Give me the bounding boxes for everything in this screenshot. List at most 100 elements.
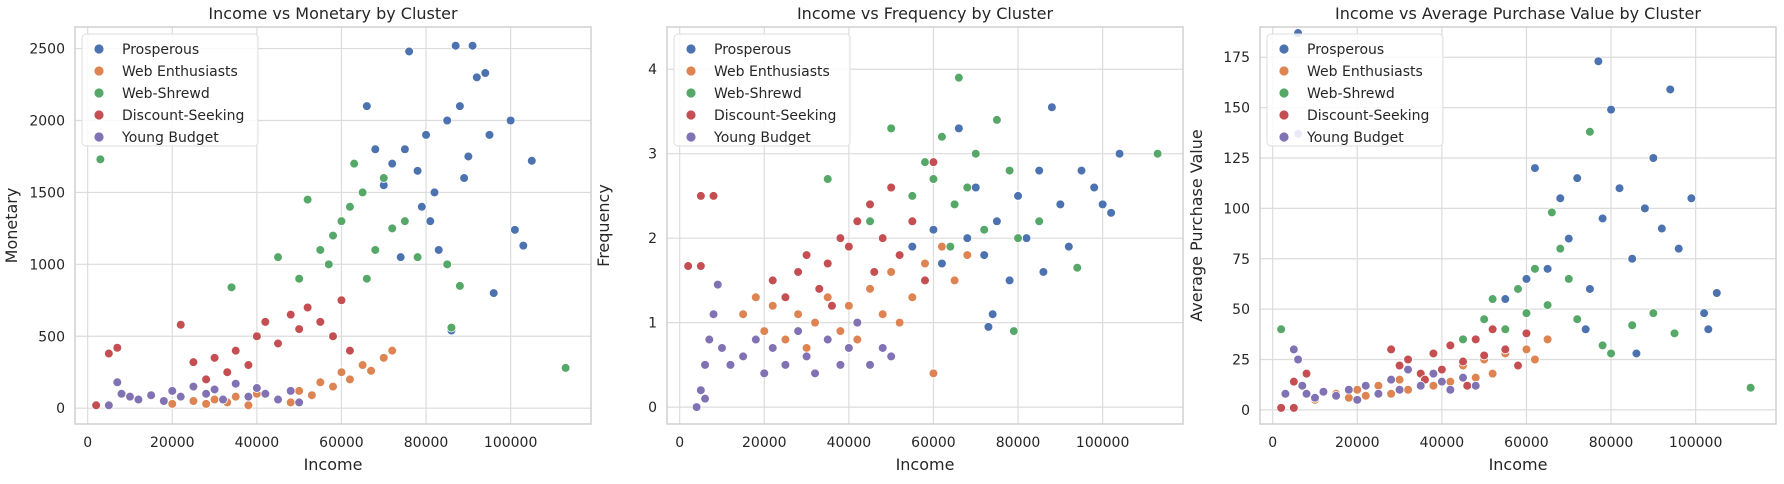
- data-point: [285, 309, 296, 320]
- data-point: [1470, 380, 1481, 391]
- data-point: [894, 250, 905, 260]
- data-point: [1386, 374, 1396, 385]
- data-point: [1386, 344, 1396, 355]
- data-point: [793, 309, 803, 319]
- data-point: [1458, 334, 1468, 345]
- legend-marker: [93, 65, 105, 77]
- data-point: [404, 46, 414, 57]
- data-point: [970, 148, 981, 159]
- y-axis-label: Frequency: [594, 184, 613, 267]
- data-point: [1021, 233, 1032, 243]
- data-point: [459, 173, 469, 183]
- data-point: [1352, 384, 1363, 395]
- y-tick-label: 0: [56, 401, 65, 417]
- series-young-budget: [1280, 129, 1481, 405]
- data-point: [949, 275, 960, 286]
- data-point: [328, 331, 338, 342]
- data-point: [252, 383, 262, 393]
- data-point: [937, 258, 947, 269]
- data-point: [696, 385, 706, 396]
- data-point: [336, 216, 347, 226]
- data-point: [987, 309, 998, 319]
- y-tick-label: 100: [1223, 201, 1250, 217]
- x-tick-label: 100000: [1076, 435, 1129, 451]
- data-point: [717, 343, 727, 353]
- data-point: [1521, 344, 1532, 355]
- data-point: [1428, 380, 1439, 391]
- data-point: [1437, 376, 1447, 387]
- data-point: [285, 397, 296, 408]
- data-point: [1593, 56, 1604, 67]
- data-point: [417, 202, 427, 212]
- legend-marker: [685, 65, 697, 77]
- data-point: [1106, 208, 1116, 218]
- data-point: [273, 338, 283, 349]
- data-point: [218, 394, 228, 405]
- data-point: [907, 241, 918, 252]
- data-point: [201, 399, 211, 409]
- data-point: [1428, 348, 1439, 359]
- data-point: [937, 241, 947, 252]
- data-point: [1276, 403, 1286, 413]
- y-tick-label: 2500: [29, 42, 65, 58]
- y-tick-label: 50: [1232, 302, 1250, 318]
- data-point: [357, 360, 368, 370]
- data-point: [400, 144, 410, 155]
- data-point: [480, 68, 491, 78]
- data-point: [979, 250, 990, 260]
- data-point: [979, 224, 990, 235]
- y-tick-label: 125: [1223, 151, 1250, 167]
- legend-marker: [93, 87, 105, 99]
- y-tick-label: 2000: [29, 113, 65, 129]
- data-point: [159, 396, 169, 406]
- data-point: [328, 230, 338, 241]
- data-point: [1280, 388, 1291, 399]
- data-point: [1034, 216, 1044, 227]
- data-point: [1711, 288, 1722, 298]
- data-point: [1009, 326, 1019, 336]
- data-point: [945, 241, 956, 252]
- data-point: [1360, 390, 1371, 401]
- data-point: [484, 130, 495, 140]
- data-point: [780, 292, 791, 303]
- data-point: [116, 388, 127, 399]
- data-point: [886, 123, 896, 134]
- data-point: [463, 151, 474, 162]
- data-point: [1386, 388, 1396, 399]
- data-point: [323, 259, 334, 270]
- data-point: [937, 132, 947, 142]
- data-point: [1669, 328, 1680, 339]
- legend-marker: [685, 109, 697, 121]
- y-tick-label: 4: [648, 62, 657, 78]
- data-point: [1703, 324, 1714, 335]
- x-tick-label: 40000: [1420, 435, 1465, 451]
- data-point: [526, 155, 537, 166]
- data-point: [827, 300, 837, 311]
- data-point: [877, 343, 888, 353]
- data-point: [691, 402, 702, 412]
- series-web-shrewd: [95, 154, 571, 373]
- data-point: [1293, 354, 1303, 365]
- data-point: [1373, 388, 1384, 399]
- y-tick-label: 150: [1223, 101, 1250, 117]
- data-point: [1445, 340, 1456, 351]
- legend-label: Web Enthusiasts: [714, 64, 830, 80]
- data-point: [387, 223, 398, 234]
- legend-label: Web Enthusiasts: [1307, 64, 1423, 80]
- data-point: [1373, 380, 1384, 391]
- y-tick-label: 3: [648, 147, 657, 163]
- data-point: [1152, 148, 1163, 159]
- data-point: [1513, 360, 1523, 371]
- data-point: [869, 267, 880, 277]
- data-point: [1318, 386, 1329, 397]
- x-tick-label: 20000: [742, 435, 787, 451]
- series-young-budget: [104, 377, 304, 411]
- data-point: [1445, 376, 1456, 387]
- data-point: [222, 367, 233, 378]
- legend-label: Web Enthusiasts: [122, 64, 238, 80]
- data-point: [425, 216, 436, 226]
- data-point: [455, 101, 465, 111]
- data-point: [1648, 308, 1659, 318]
- data-point: [315, 377, 326, 388]
- data-point: [780, 360, 791, 370]
